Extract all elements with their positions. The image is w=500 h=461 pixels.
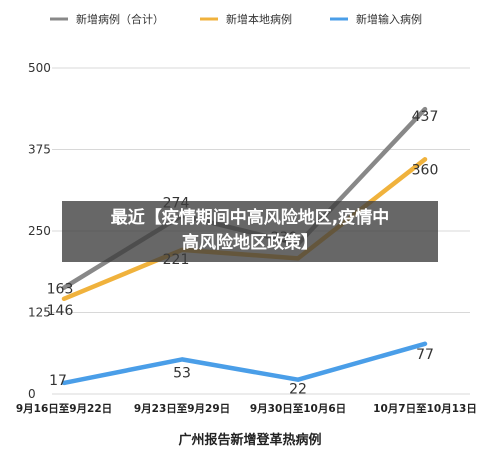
- x-tick-label-3: 9月30日至10月6日: [250, 403, 346, 415]
- y-tick-label-250: 250: [28, 224, 51, 238]
- y-tick-label-375: 375: [28, 143, 51, 157]
- chart-caption: 广州报告新增登革热病例: [178, 432, 321, 448]
- data-label-s3-p3: 22: [289, 382, 307, 398]
- x-tick-label-4: 10月7日至10月13日: [373, 403, 477, 415]
- x-tick-label-2: 9月23日至9月29日: [134, 403, 230, 415]
- data-label-s3-p2: 53: [173, 365, 191, 381]
- data-label-s2-p4: 360: [412, 162, 439, 178]
- legend-label-3: 新增输入病例: [356, 12, 422, 26]
- x-axis: 9月16日至9月22日 9月23日至9月29日 9月30日至10月6日 10月7日至1…: [16, 403, 477, 415]
- overlay-line-2: 高风险地区政策】: [182, 233, 318, 253]
- data-label-s3-p1: 17: [49, 373, 67, 389]
- data-label-s1-p4: 437: [412, 109, 439, 125]
- overlay-banner[interactable]: 最近【疫情期间中高风险地区,疫情中 高风险地区政策】: [62, 201, 438, 262]
- y-axis: 0 125 250 375 500: [28, 61, 51, 401]
- legend-label-1: 新增病例（合计）: [76, 12, 164, 26]
- data-label-s2-p1: 146: [47, 303, 74, 319]
- y-tick-label-500: 500: [28, 61, 51, 75]
- series-line-3: [61, 341, 428, 386]
- legend: 新增病例（合计） 新增本地病例 新增输入病例: [50, 12, 422, 26]
- data-label-s1-p1: 163: [47, 282, 74, 298]
- overlay-line-1: 最近【疫情期间中高风险地区,疫情中: [110, 208, 390, 228]
- data-label-s3-p4: 77: [416, 347, 434, 363]
- y-tick-label-0: 0: [28, 387, 36, 401]
- legend-label-2: 新增本地病例: [226, 12, 292, 26]
- y-tick-label-125: 125: [28, 306, 51, 320]
- x-tick-label-1: 9月16日至9月22日: [16, 403, 112, 415]
